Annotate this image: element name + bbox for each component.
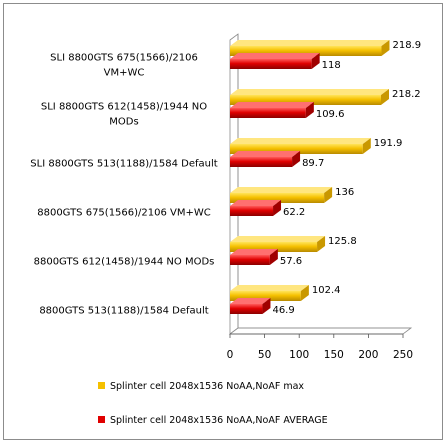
category-label-line: MODs — [109, 117, 138, 128]
category-label-line: SLI 8800GTS 675(1566)/2106 — [50, 53, 198, 64]
bar-front-face — [230, 157, 293, 167]
bar-top-face — [230, 53, 320, 59]
x-tick-label: 150 — [324, 349, 344, 361]
bar-end-face — [381, 40, 390, 56]
bar-top-face — [230, 151, 301, 157]
bar-end-face — [362, 138, 371, 154]
bar — [230, 200, 282, 216]
bar-end-face — [300, 285, 309, 301]
bar-end-face — [324, 187, 333, 203]
bar — [230, 249, 278, 265]
bar-top-face — [230, 249, 278, 255]
legend-swatch — [98, 416, 105, 423]
data-label: 109.6 — [316, 109, 345, 120]
category-label: SLI 8800GTS 675(1566)/2106 VM+WC — [50, 53, 198, 79]
floor — [228, 327, 413, 335]
legend-entry: Splinter cell 2048x1536 NoAA,NoAF max — [98, 381, 304, 392]
legend: Splinter cell 2048x1536 NoAA,NoAF max Spl… — [98, 381, 328, 426]
legend-label: Splinter cell 2048x1536 NoAA,NoAF max — [110, 381, 304, 392]
bar — [230, 40, 390, 56]
category-label-line: 8800GTS 675(1566)/2106 VM+WC — [37, 208, 211, 219]
data-labels: 218.9 118 218.2 109.6 191.9 89.7 136 62.2 125.8 5… — [272, 40, 421, 316]
bar — [230, 285, 309, 301]
bar-top-face — [230, 40, 390, 46]
data-label: 46.9 — [272, 305, 294, 316]
bar-front-face — [230, 206, 274, 216]
data-label: 62.2 — [283, 207, 305, 218]
bar — [230, 89, 389, 105]
category-label: SLI 8800GTS 513(1188)/1584 Default — [30, 159, 217, 170]
bar-top-face — [230, 200, 282, 206]
x-tick-label: 0 — [227, 349, 234, 361]
category-label: 8800GTS 675(1566)/2106 VM+WC — [37, 208, 211, 219]
bar-front-face — [230, 46, 382, 56]
bar — [230, 236, 326, 252]
bar-end-face — [305, 102, 314, 118]
bar-top-face — [230, 89, 389, 95]
legend-label: Splinter cell 2048x1536 NoAA,NoAF AVERAG… — [110, 415, 328, 426]
category-label-line: 8800GTS 612(1458)/1944 NO MODs — [34, 257, 215, 268]
bar-top-face — [230, 298, 271, 304]
category-label: SLI 8800GTS 612(1458)/1944 NO MODs — [41, 102, 207, 128]
category-label-line: VM+WC — [104, 68, 145, 79]
bar-top-face — [230, 187, 333, 193]
bar-front-face — [230, 59, 312, 69]
bar-top-face — [230, 236, 326, 242]
bar-end-face — [269, 249, 278, 265]
x-tick-label: 50 — [258, 349, 271, 361]
category-label-line: SLI 8800GTS 612(1458)/1944 NO — [41, 102, 207, 113]
bar-end-face — [311, 53, 320, 69]
back-edge — [237, 34, 411, 329]
x-tick-label: 100 — [289, 349, 309, 361]
bar-top-face — [230, 285, 309, 291]
bar-front-face — [230, 193, 325, 203]
bar-end-face — [380, 89, 389, 105]
bar — [230, 151, 301, 167]
bar — [230, 298, 271, 314]
legend-swatch — [98, 382, 105, 389]
legend-entry: Splinter cell 2048x1536 NoAA,NoAF AVERAG… — [98, 415, 328, 426]
data-label: 136 — [335, 187, 354, 198]
x-tick-label: 200 — [358, 349, 378, 361]
data-label: 218.2 — [392, 89, 421, 100]
bar-end-face — [292, 151, 301, 167]
category-label: 8800GTS 513(1188)/1584 Default — [39, 306, 208, 317]
bar-top-face — [230, 138, 371, 144]
bar-front-face — [230, 255, 270, 265]
bar-end-face — [317, 236, 326, 252]
data-label: 102.4 — [312, 285, 341, 296]
category-label: 8800GTS 612(1458)/1944 NO MODs — [34, 257, 215, 268]
bar-front-face — [230, 242, 318, 252]
data-label: 191.9 — [374, 138, 403, 149]
data-label: 118 — [322, 60, 341, 71]
bar-front-face — [230, 304, 263, 314]
x-axis: 0 50 100 150 200 250 — [227, 333, 413, 361]
data-label: 125.8 — [328, 236, 357, 247]
data-label: 89.7 — [302, 158, 324, 169]
x-tick-label: 250 — [393, 349, 413, 361]
bar-front-face — [230, 144, 363, 154]
bar — [230, 102, 314, 118]
bar-front-face — [230, 291, 301, 301]
data-label: 218.9 — [392, 40, 421, 51]
bars — [230, 40, 390, 314]
bar — [230, 53, 320, 69]
bar — [230, 138, 371, 154]
category-label-line: 8800GTS 513(1188)/1584 Default — [39, 306, 208, 317]
bar — [230, 187, 333, 203]
category-label-line: SLI 8800GTS 513(1188)/1584 Default — [30, 159, 217, 170]
data-label: 57.6 — [280, 256, 302, 267]
chart-frame — [3, 3, 443, 440]
bar-top-face — [230, 102, 314, 108]
bar-front-face — [230, 108, 306, 118]
bar-end-face — [262, 298, 271, 314]
bar-end-face — [273, 200, 282, 216]
bar-front-face — [230, 95, 381, 105]
